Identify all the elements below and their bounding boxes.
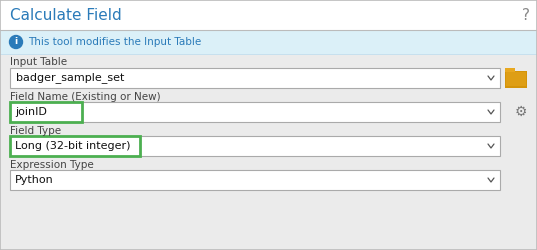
Text: ⚙: ⚙ xyxy=(515,105,527,119)
Bar xyxy=(505,68,515,72)
Text: badger_sample_set: badger_sample_set xyxy=(16,72,125,84)
Bar xyxy=(506,72,526,86)
Bar xyxy=(10,136,500,156)
Text: Input Table: Input Table xyxy=(10,57,67,67)
Bar xyxy=(0,54,537,250)
Circle shape xyxy=(10,36,23,49)
Text: Expression Type: Expression Type xyxy=(10,160,94,170)
Bar xyxy=(10,102,500,122)
Text: joinID: joinID xyxy=(15,107,47,117)
Bar xyxy=(505,71,527,88)
Bar xyxy=(10,136,140,156)
Bar xyxy=(10,170,500,190)
Text: Field Type: Field Type xyxy=(10,126,61,136)
Bar xyxy=(0,0,537,30)
Text: Field Name (Existing or New): Field Name (Existing or New) xyxy=(10,92,161,102)
Bar xyxy=(0,30,537,54)
Text: This tool modifies the Input Table: This tool modifies the Input Table xyxy=(28,37,201,47)
Text: Calculate Field: Calculate Field xyxy=(10,8,122,22)
Bar xyxy=(10,102,82,122)
Text: ?: ? xyxy=(522,8,530,22)
Bar xyxy=(10,68,500,88)
Text: Long (32-bit integer): Long (32-bit integer) xyxy=(15,141,130,151)
Text: Python: Python xyxy=(15,175,54,185)
Text: i: i xyxy=(14,37,18,46)
